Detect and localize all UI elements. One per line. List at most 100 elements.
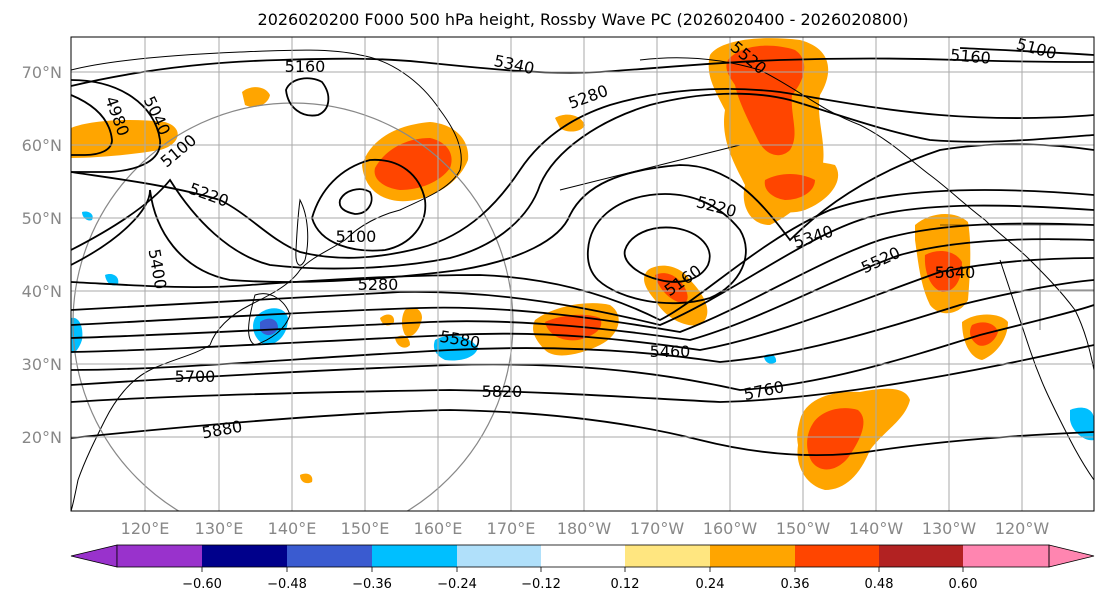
shade-patch-small-2 [380,314,395,326]
shade-patch-small-4 [395,335,410,348]
lat-label: 20°N [22,428,62,447]
lon-label: 130°W [922,519,977,538]
coast-na-west [999,259,1094,481]
lat-label: 70°N [22,63,62,82]
contour-5220 [71,87,1094,259]
shade-patch-date-line-core [545,314,602,341]
colorbar-swatch [963,545,1049,567]
contour-5160-ring-mid [623,226,711,283]
colorbar-tick-label: 0.12 [611,577,640,592]
shade-patch-small-6 [300,473,313,484]
colorbar-swatch [287,545,372,567]
lon-label: 150°E [341,519,390,538]
colorbar-tick-label: −0.36 [352,577,392,592]
contour-label: 5280 [358,275,399,294]
colorbar-tick-label: 0.36 [781,577,810,592]
lon-label: 160°E [414,519,463,538]
colorbar-tick-label: 0.24 [696,577,725,592]
lon-label: 180°W [557,519,612,538]
lon-label: 120°E [121,519,170,538]
colorbar-tick-label: −0.60 [182,577,222,592]
contour-label: 5100 [336,227,377,246]
colorbar-swatch [710,545,795,567]
contour-5100-ring [311,159,427,252]
contour-label: 5160 [949,45,991,67]
lat-label: 50°N [22,209,62,228]
contour-5400 [71,189,1094,322]
contour-4980 [71,94,113,156]
contour-5700 [71,279,1094,371]
contour-label: 5820 [482,382,523,401]
coast-aleutians [559,144,741,191]
contour-5820 [71,344,1094,403]
colorbar-frame [116,544,1050,568]
colorbar-swatch [879,545,963,567]
colorbar-tick-label: 0.48 [865,577,894,592]
shade-patch-kamchatka-core [374,138,452,190]
lon-label: 120°W [995,519,1050,538]
figure-title: 2026020200 F000 500 hPa height, Rossby W… [258,10,909,29]
contour-5580 [71,238,1094,341]
shade-patch-small-1 [242,87,270,107]
contour-label: 5160 [285,57,326,76]
contour-5100-north [959,47,1094,56]
colorbar: −0.60 −0.48 −0.36 −0.24 −0.12 0.12 0.24 … [70,544,1095,592]
lon-label: 150°W [776,519,831,538]
lon-label: 170°W [630,519,685,538]
coast-sakhalin [295,198,309,266]
colorbar-swatch [117,545,202,567]
contour-label: 5700 [175,367,216,386]
contour-5880 [71,409,1094,457]
colorbar-extend-max [1048,544,1095,568]
shade-patch-gulf-core [764,174,815,200]
contour-5280 [71,92,1094,270]
coast-asia-east [71,49,462,511]
colorbar-tick-label: −0.12 [521,577,561,592]
lon-label: 130°E [195,519,244,538]
shade-patch-neg-japan-core [260,318,278,336]
coastlines [71,49,1094,511]
colorbar-swatch [372,545,457,567]
lon-label: 160°W [703,519,758,538]
contour-5220-ring-mid [586,193,747,305]
colorbar-swatch [202,545,287,567]
shade-patch-w-alaska-core [726,45,805,156]
coast-alaska [639,57,1094,371]
latitude-axis: 70°N 60°N 50°N 40°N 30°N 20°N [22,63,62,447]
contour-label: 5640 [935,263,976,282]
map-frame [70,36,1095,512]
lat-label: 40°N [22,282,62,301]
shade-patch-w-siberia [71,120,178,158]
shade-patch-neg-pac [433,335,478,361]
contour-5160-ring-kam [285,77,330,117]
contour-5760 [71,304,1094,391]
graticule [71,37,1094,511]
colorbar-swatch [625,545,710,567]
lon-label: 140°E [268,519,317,538]
colorbar-tick-label: −0.48 [267,577,307,592]
contour-5040 [71,79,161,173]
lat-label: 30°N [22,355,62,374]
contour-5520 [71,222,1094,333]
map-panel: 4980 5040 5100 5160 5220 5280 5340 5400 … [70,36,1095,512]
contour-5640 [71,257,1094,353]
contour-5040-ring [338,188,373,215]
contour-label: 5460 [650,342,691,361]
coast-japan [248,293,291,346]
longitude-axis: 120°E 130°E 140°E 150°E 160°E 170°E 180°… [121,519,1050,538]
height-contours [71,47,1094,457]
shade-patch-neg-small-2 [105,274,119,286]
colorbar-swatch [795,545,879,567]
contour-5460 [71,204,1094,326]
colorbar-swatch [457,545,541,567]
colorbar-tick-label: 0.60 [949,577,978,592]
contour-5340 [71,143,1094,283]
lat-label: 60°N [22,136,62,155]
colorbar-extend-min [70,544,118,568]
colorbar-tick-label: −0.24 [437,577,477,592]
lon-label: 170°E [487,519,536,538]
colorbar-swatch [541,545,625,567]
lon-label: 140°W [849,519,904,538]
colorbar-ticks [201,567,964,572]
